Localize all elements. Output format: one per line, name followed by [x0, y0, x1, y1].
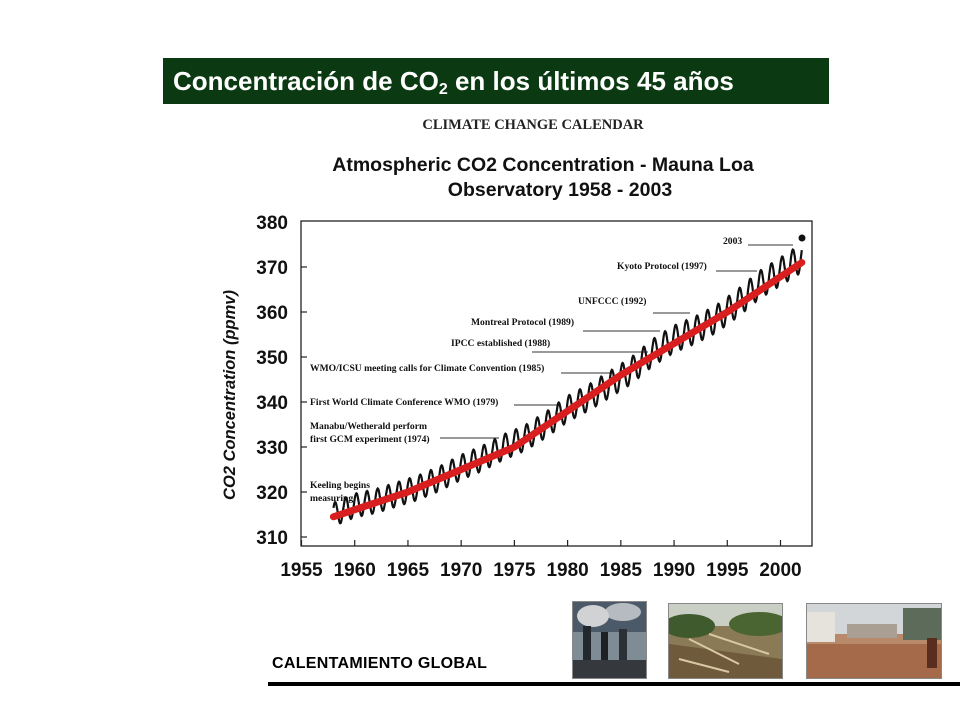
- annotation-label: Manabu/Wetherald perform: [310, 421, 427, 432]
- y-tick-label: 380: [256, 213, 288, 234]
- plot-frame: [300, 220, 813, 547]
- chart-title-line1: Atmospheric CO2 Concentration - Mauna Lo…: [332, 154, 754, 176]
- y-tick-label: 340: [256, 393, 288, 414]
- slide-title: Concentración de CO2 en los últimos 45 a…: [163, 58, 829, 104]
- y-tick-label: 330: [256, 438, 288, 459]
- x-tick-label: 1985: [600, 560, 643, 581]
- slide-title-subscript: 2: [438, 81, 448, 98]
- annotation-label: measuring: [310, 493, 353, 504]
- y-tick-label: 360: [256, 303, 288, 324]
- annotation-label: 2003: [723, 236, 742, 247]
- annotation-label: First World Climate Conference WMO (1979…: [310, 397, 498, 408]
- series-trend-line: [329, 259, 806, 521]
- x-tick-label: 1980: [546, 560, 588, 581]
- annotation-label: WMO/ICSU meeting calls for Climate Conve…: [310, 363, 544, 374]
- annotation-label: Keeling begins: [310, 480, 370, 491]
- point-2003: [798, 234, 806, 242]
- footer-divider: [268, 682, 960, 686]
- y-axis-label: CO2 Concentration (ppmv): [221, 290, 239, 500]
- x-tick-label: 1990: [653, 560, 695, 581]
- annotation-label: Montreal Protocol (1989): [471, 317, 574, 328]
- chart-title-line2: Observatory 1958 - 2003: [448, 179, 673, 201]
- footer-label: CALENTAMIENTO GLOBAL: [272, 655, 488, 672]
- slide-title-main: Concentración de CO: [173, 66, 439, 96]
- x-tick-label: 1955: [280, 560, 323, 581]
- y-tick-label: 370: [256, 258, 288, 279]
- smokestacks-photo: [572, 601, 647, 679]
- x-ticks-group: 1955 1960 1965 1970 1975 1980 1985 1990 1995 2000: [280, 540, 802, 581]
- slide-title-rest: en los últimos 45 años: [447, 66, 734, 96]
- x-tick-label: 2000: [759, 560, 801, 581]
- x-tick-label: 1975: [493, 560, 536, 581]
- x-tick-label: 1970: [440, 560, 482, 581]
- annotation-label: IPCC established (1988): [451, 338, 550, 349]
- x-tick-label: 1995: [706, 560, 749, 581]
- series-seasonal-line: [332, 248, 803, 525]
- y-tick-label: 320: [256, 483, 288, 504]
- chart-kicker: CLIMATE CHANGE CALENDAR: [422, 117, 644, 133]
- y-ticks-group: 310 320 330 340 350 360 370 380: [256, 213, 307, 549]
- annotation-label: Kyoto Protocol (1997): [617, 261, 707, 272]
- deforestation-photo: [668, 603, 783, 679]
- y-tick-label: 350: [256, 348, 288, 369]
- x-tick-label: 1960: [334, 560, 376, 581]
- annotations-group: 2003 Kyoto Protocol (1997) UNFCCC (1992) Mo…: [310, 236, 742, 504]
- annotation-leaders: [440, 244, 793, 439]
- y-tick-label: 310: [256, 528, 288, 549]
- annotation-label: UNFCCC (1992): [578, 296, 646, 307]
- flooded-street-photo: [806, 603, 942, 679]
- series-group: [329, 234, 806, 525]
- x-tick-label: 1965: [387, 560, 430, 581]
- annotation-label: first GCM experiment (1974): [310, 434, 430, 445]
